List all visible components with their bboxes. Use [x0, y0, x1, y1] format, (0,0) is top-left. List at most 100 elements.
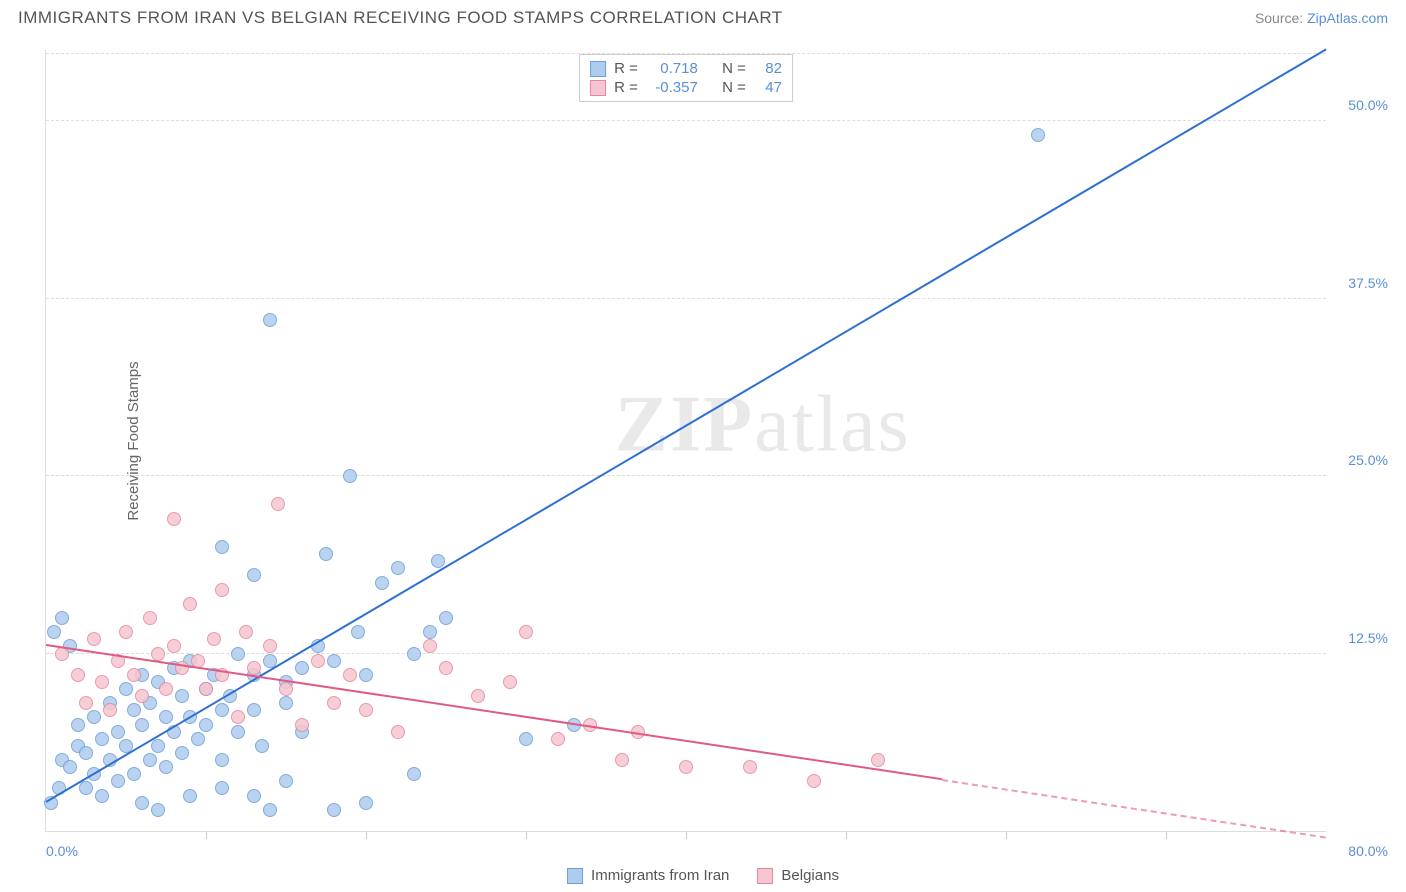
data-point	[175, 746, 189, 760]
x-tick	[526, 831, 527, 839]
data-point	[159, 682, 173, 696]
data-point	[71, 668, 85, 682]
data-point	[143, 611, 157, 625]
data-point	[119, 682, 133, 696]
data-point	[359, 668, 373, 682]
data-point	[263, 803, 277, 817]
data-point	[167, 639, 181, 653]
data-point	[79, 696, 93, 710]
regression-line	[45, 48, 1326, 802]
data-point	[439, 611, 453, 625]
source-attribution: Source: ZipAtlas.com	[1255, 10, 1388, 26]
data-point	[183, 597, 197, 611]
x-tick	[206, 831, 207, 839]
data-point	[327, 803, 341, 817]
data-point	[247, 568, 261, 582]
gridline	[46, 475, 1326, 476]
data-point	[247, 661, 261, 675]
data-point	[239, 625, 253, 639]
source-link[interactable]: ZipAtlas.com	[1307, 10, 1388, 26]
data-point	[215, 781, 229, 795]
data-point	[183, 789, 197, 803]
stat-r-label: R =	[614, 60, 638, 77]
data-point	[871, 753, 885, 767]
stat-r-value: 0.718	[646, 60, 698, 77]
data-point	[263, 639, 277, 653]
gridline	[46, 298, 1326, 299]
data-point	[359, 796, 373, 810]
legend-label: Belgians	[781, 867, 839, 884]
data-point	[215, 753, 229, 767]
data-point	[95, 732, 109, 746]
x-tick	[1166, 831, 1167, 839]
data-point	[63, 760, 77, 774]
data-point	[423, 625, 437, 639]
data-point	[207, 632, 221, 646]
stats-legend-box: R = 0.718 N = 82R =-0.357 N =47	[579, 54, 793, 102]
data-point	[191, 732, 205, 746]
data-point	[119, 625, 133, 639]
legend-item: Belgians	[757, 867, 839, 884]
data-point	[319, 547, 333, 561]
data-point	[391, 725, 405, 739]
data-point	[159, 760, 173, 774]
data-point	[135, 796, 149, 810]
data-point	[111, 725, 125, 739]
data-point	[167, 512, 181, 526]
data-point	[807, 774, 821, 788]
data-point	[127, 703, 141, 717]
data-point	[55, 611, 69, 625]
data-point	[95, 789, 109, 803]
data-point	[519, 732, 533, 746]
data-point	[343, 668, 357, 682]
data-point	[391, 561, 405, 575]
data-point	[295, 661, 309, 675]
page-title: IMMIGRANTS FROM IRAN VS BELGIAN RECEIVIN…	[18, 8, 783, 28]
data-point	[47, 625, 61, 639]
data-point	[279, 774, 293, 788]
y-tick-label: 37.5%	[1348, 275, 1388, 291]
stat-row: R =-0.357 N =47	[590, 78, 782, 97]
data-point	[151, 647, 165, 661]
data-point	[103, 703, 117, 717]
data-point	[471, 689, 485, 703]
stat-n-label: N =	[722, 60, 746, 77]
data-point	[519, 625, 533, 639]
data-point	[351, 625, 365, 639]
legend-item: Immigrants from Iran	[567, 867, 729, 884]
data-point	[247, 703, 261, 717]
data-point	[743, 760, 757, 774]
data-point	[79, 781, 93, 795]
data-point	[79, 746, 93, 760]
gridline	[46, 120, 1326, 121]
data-point	[375, 576, 389, 590]
legend-swatch	[757, 868, 773, 884]
source-prefix: Source:	[1255, 10, 1307, 26]
data-point	[1031, 128, 1045, 142]
data-point	[175, 689, 189, 703]
data-point	[135, 689, 149, 703]
stat-n-value: 82	[754, 60, 782, 77]
data-point	[551, 732, 565, 746]
x-tick-label: 80.0%	[1348, 843, 1388, 859]
data-point	[343, 469, 357, 483]
data-point	[199, 718, 213, 732]
data-point	[143, 753, 157, 767]
x-tick	[366, 831, 367, 839]
data-point	[439, 661, 453, 675]
data-point	[423, 639, 437, 653]
data-point	[151, 803, 165, 817]
y-tick-label: 25.0%	[1348, 452, 1388, 468]
data-point	[95, 675, 109, 689]
regression-line	[942, 779, 1326, 838]
data-point	[127, 668, 141, 682]
legend-swatch	[567, 868, 583, 884]
data-point	[215, 540, 229, 554]
stat-r-value: -0.357	[646, 79, 698, 96]
data-point	[231, 725, 245, 739]
data-point	[679, 760, 693, 774]
data-point	[215, 703, 229, 717]
legend-label: Immigrants from Iran	[591, 867, 729, 884]
data-point	[231, 647, 245, 661]
data-point	[255, 739, 269, 753]
